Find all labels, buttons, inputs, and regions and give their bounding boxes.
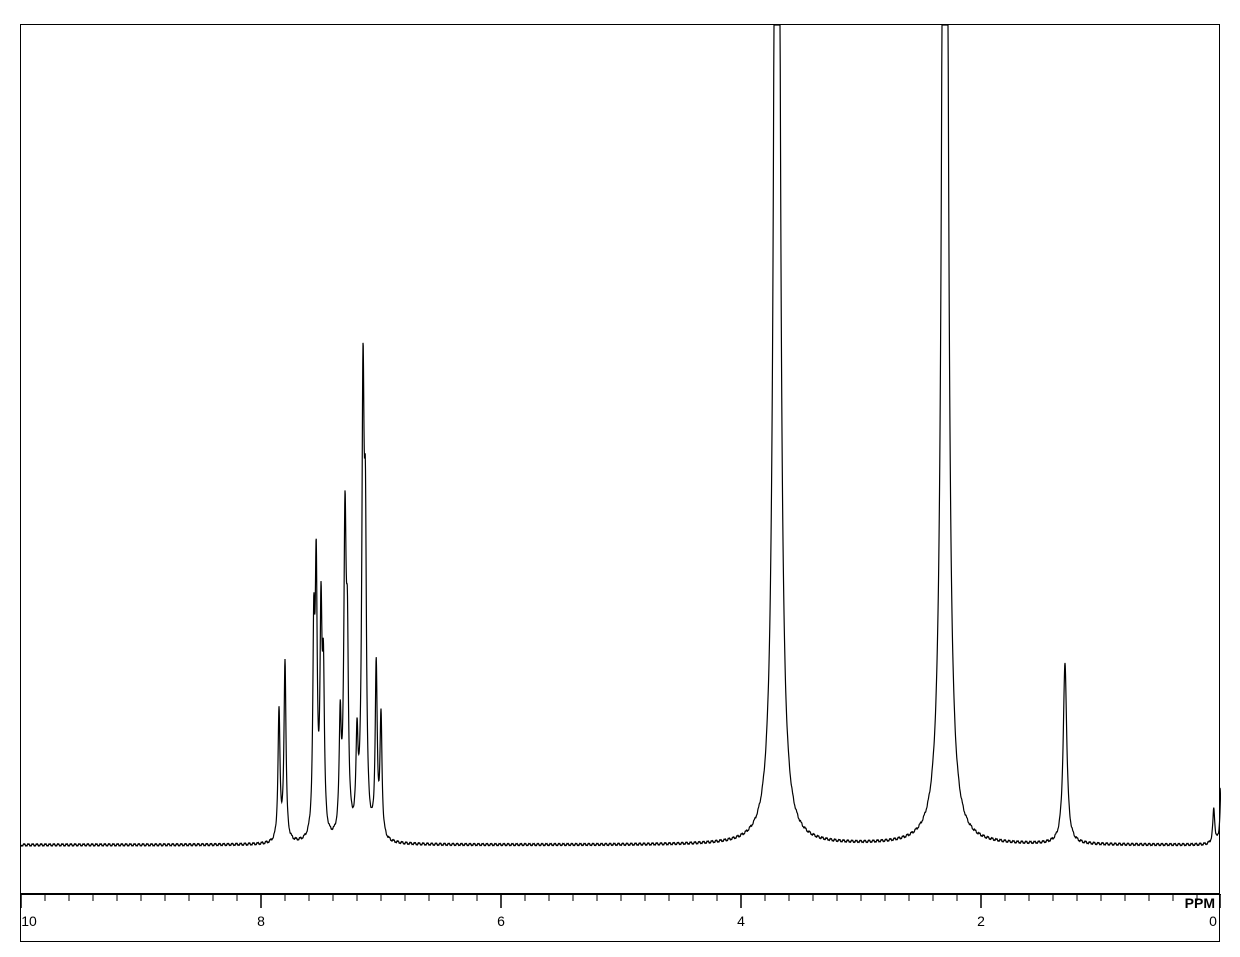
nmr-spectrum-line [21, 25, 1221, 895]
x-axis-ticks: 10 8 6 4 2 0 PPM [21, 894, 1221, 942]
x-axis-strip: 10 8 6 4 2 0 PPM [20, 894, 1220, 942]
svg-text:2: 2 [977, 913, 985, 929]
svg-text:10: 10 [21, 913, 37, 929]
svg-text:8: 8 [257, 913, 265, 929]
svg-text:6: 6 [497, 913, 505, 929]
svg-text:4: 4 [737, 913, 745, 929]
nmr-plot-area [20, 24, 1220, 894]
svg-text:PPM: PPM [1185, 895, 1215, 911]
svg-text:0: 0 [1209, 913, 1217, 929]
